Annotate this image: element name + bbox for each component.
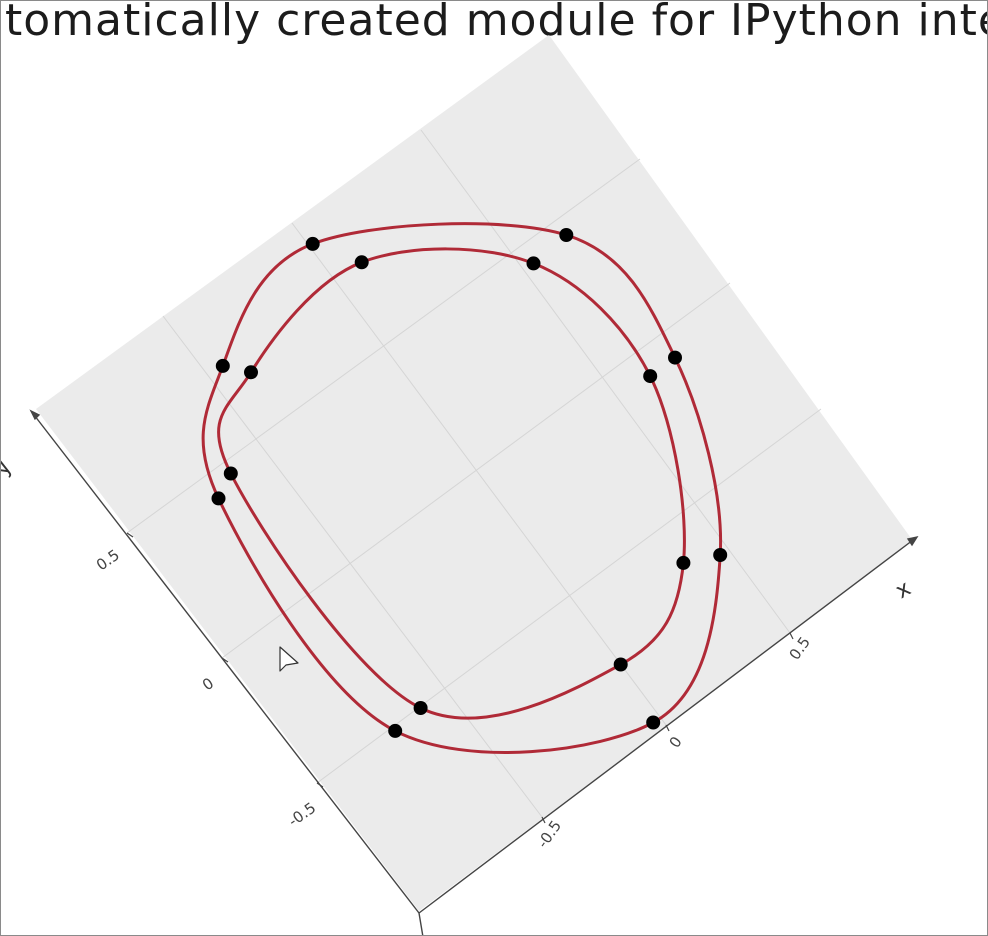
y-axis-lower [418, 912, 424, 935]
series-curve [217, 247, 686, 720]
mouse-cursor-icon [279, 646, 299, 672]
tick-mark [126, 532, 134, 538]
grid-line [291, 222, 667, 726]
data-point [668, 350, 682, 365]
data-point [244, 365, 258, 380]
grid-lines [126, 129, 822, 818]
data-point [211, 491, 226, 506]
y-axis-label: y [1, 456, 17, 480]
data-point [559, 228, 574, 242]
tick-mark [221, 657, 229, 663]
grid-line [221, 282, 731, 659]
data-point [413, 701, 428, 715]
y-axis-arrow [29, 409, 41, 421]
axis-ticks [126, 532, 794, 824]
data-point [676, 555, 691, 570]
data-point [354, 255, 369, 270]
grid-line [126, 158, 641, 534]
series-layer [201, 222, 728, 755]
data-point [713, 548, 728, 562]
x-axis-line [418, 536, 918, 914]
data-point [305, 236, 320, 251]
y-tick-label: 0 [199, 674, 217, 694]
x-axis-arrow [906, 535, 919, 547]
data-point [613, 657, 628, 672]
x-axis-label: x [892, 576, 916, 604]
y-tick-label: -0.5 [285, 799, 319, 831]
grid-line [162, 315, 543, 818]
tick-mark [316, 782, 324, 788]
tick-mark [665, 724, 670, 732]
y-tick-label: 0.5 [93, 546, 123, 574]
axes [29, 409, 919, 935]
data-point [643, 369, 658, 384]
data-point [646, 715, 661, 730]
data-point [526, 256, 541, 271]
xy-plane [36, 35, 913, 911]
tick-mark [789, 632, 794, 640]
grid-line [420, 129, 791, 634]
x-tick-label: 0 [666, 733, 686, 751]
data-point [388, 723, 403, 738]
data-point [215, 358, 230, 373]
grid-line [316, 408, 822, 784]
x-tick-label: 0.5 [786, 633, 814, 663]
data-point [223, 466, 238, 481]
y-axis-line [30, 410, 420, 914]
tick-mark [541, 816, 546, 824]
plot-title: tomatically created module for IPython i… [5, 0, 988, 46]
